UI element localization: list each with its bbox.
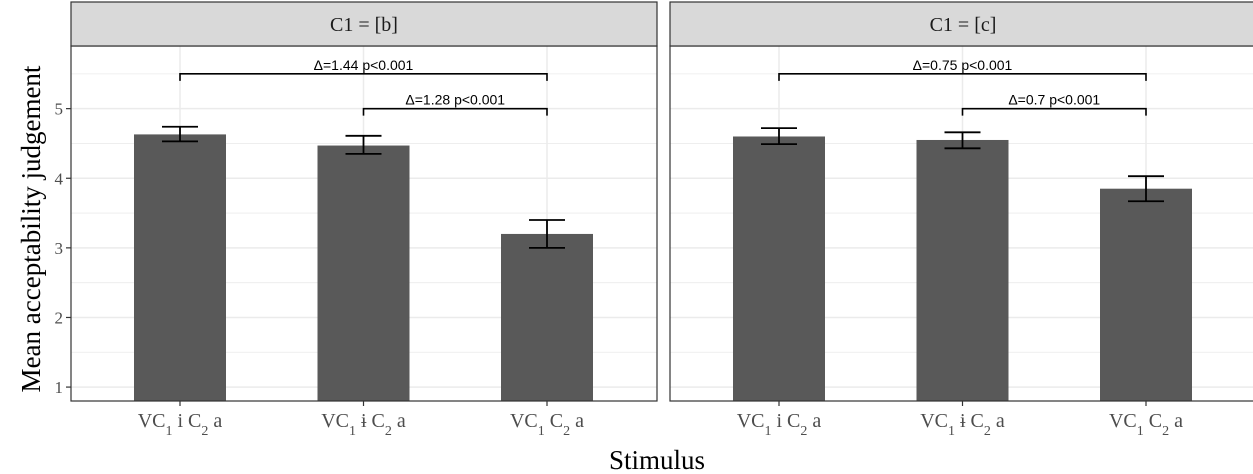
bar [317, 145, 410, 401]
comparison-bracket-line [961, 107, 1147, 116]
comparison-bracket-line [778, 73, 1147, 81]
error-bar [1128, 175, 1164, 203]
comparison-label: Δ=1.28 p<0.001 [405, 92, 505, 108]
panel-1: Δ=1.44 p<0.001 Δ=1.28 p<0.001 C1 = [b] VC1 … [70, 1, 658, 439]
facet-strip [70, 1, 658, 47]
comparison-bracket [179, 73, 548, 81]
y-tick-label: 2 [55, 308, 64, 327]
bar [916, 139, 1009, 401]
x-tick-label: VC1 ɨ C2 a [920, 410, 1005, 439]
comparison-label: Δ=0.7 p<0.001 [1008, 92, 1100, 108]
facet-strip [669, 1, 1253, 47]
comparison-bracket [778, 73, 1147, 81]
y-tick-label: 3 [55, 239, 64, 258]
comparison-bracket-line [179, 73, 548, 81]
error-bar [162, 125, 198, 143]
y-tick-label: 5 [55, 100, 64, 119]
y-tick-label: 1 [55, 378, 64, 397]
facet-strip-label: C1 = [c] [930, 14, 997, 36]
x-tick-label: VC1 C2 a [510, 410, 584, 439]
comparison-bracket [362, 107, 548, 116]
x-tick-label: VC1 ɨ C2 a [321, 410, 406, 439]
error-bar [529, 219, 565, 249]
y-axis-title: Mean acceptability judgement [16, 65, 46, 392]
bar [501, 233, 593, 401]
y-tick-label: 4 [55, 169, 64, 188]
x-axis-title: Stimulus [609, 445, 705, 474]
error-bar [761, 127, 797, 146]
comparison-label: Δ=0.75 p<0.001 [913, 57, 1013, 73]
x-tick-label: VC1 i C2 a [737, 410, 822, 439]
comparison-bracket [961, 107, 1147, 116]
comparison-label: Δ=1.44 p<0.001 [314, 57, 414, 73]
x-tick-label: VC1 C2 a [1109, 410, 1183, 439]
x-tick-label: VC1 i C2 a [138, 410, 223, 439]
error-bar [345, 134, 382, 155]
bar [134, 134, 226, 401]
bar [733, 136, 825, 402]
panel-2: Δ=0.75 p<0.001 Δ=0.7 p<0.001 C1 = [c] VC1 i… [669, 1, 1253, 439]
error-bar [944, 131, 981, 150]
bar [1100, 188, 1192, 401]
facet-strip-label: C1 = [b] [330, 14, 398, 36]
comparison-bracket-line [362, 107, 548, 116]
